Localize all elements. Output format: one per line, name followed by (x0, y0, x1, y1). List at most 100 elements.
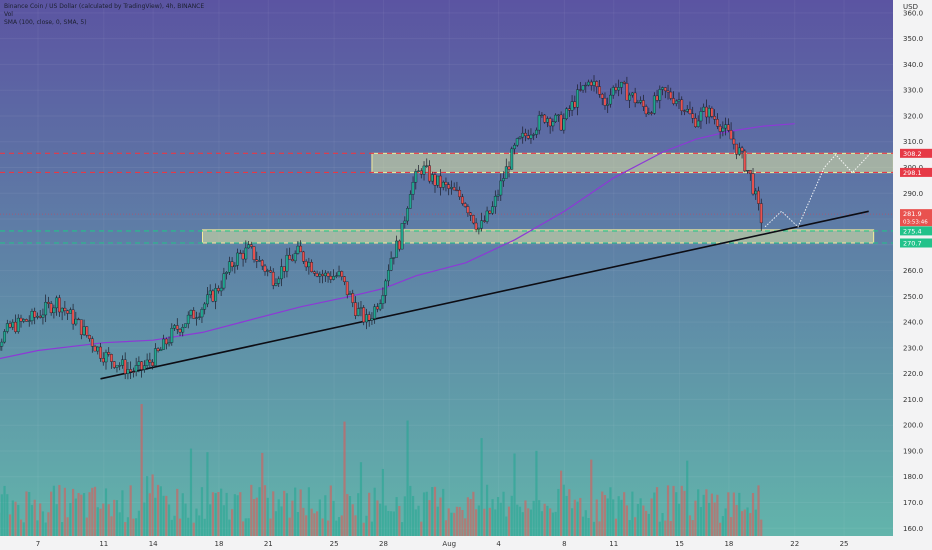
candle-body (587, 81, 590, 86)
candle (241, 250, 245, 267)
candle (197, 312, 201, 321)
price-tag[interactable]: 298.1 (900, 167, 932, 177)
candle (414, 168, 418, 190)
candle-body (450, 187, 453, 189)
price-tag[interactable]: 308.2 (900, 148, 932, 158)
time-tick-label: 11 (609, 540, 618, 548)
price-tag[interactable]: 281.9 03:53:46 (900, 209, 932, 227)
price-tag[interactable]: 270.7 (900, 238, 932, 248)
candle-body (74, 318, 78, 325)
candle (208, 284, 212, 299)
candle-body (683, 110, 686, 112)
candle-body (378, 303, 382, 310)
candle (214, 283, 218, 310)
candle (170, 323, 174, 346)
candle (222, 267, 226, 291)
volume-bar (44, 522, 47, 536)
candle (52, 304, 56, 319)
candle-body (151, 361, 155, 366)
symbol-title[interactable]: Binance Coin / US Dollar (calculated by … (4, 3, 205, 10)
volume-bar (392, 511, 395, 536)
candle (25, 318, 28, 322)
candle-body (345, 281, 349, 295)
candle (359, 300, 363, 317)
candle (641, 94, 645, 112)
volume-bar (187, 517, 190, 536)
candle-body (197, 316, 201, 318)
volume-bar (30, 504, 34, 536)
volume-bar (165, 495, 168, 536)
volume-bar (263, 485, 267, 536)
candle (115, 365, 119, 373)
candle (625, 76, 629, 101)
candle (74, 311, 78, 326)
candle-body (743, 150, 747, 172)
candle (227, 256, 231, 275)
volume-legend[interactable]: Vol (4, 11, 13, 18)
candle (184, 323, 187, 328)
candle-body (230, 261, 234, 267)
candle-body (33, 311, 37, 318)
candle-body (630, 92, 634, 96)
candle (620, 81, 623, 95)
candle-body (600, 94, 604, 99)
price-tick-label: 230.0 (903, 344, 923, 352)
candle-body (99, 346, 102, 359)
time-axis-panel[interactable] (0, 536, 893, 550)
volume-bar (532, 500, 535, 536)
supply-demand-zone[interactable] (202, 229, 875, 244)
candle-body (515, 138, 519, 146)
candle-body (507, 166, 511, 170)
candle-body (672, 98, 675, 104)
price-tag-label: 298.1 (903, 169, 922, 177)
candle-body (301, 251, 305, 262)
candle (480, 212, 484, 232)
candle-body (318, 273, 322, 277)
volume-bar (727, 492, 730, 536)
volume-bar (277, 499, 280, 536)
candle (729, 122, 733, 140)
candle-body (57, 297, 61, 313)
candle (137, 356, 141, 373)
volume-bar (584, 510, 587, 536)
supply-demand-zone[interactable] (371, 152, 894, 174)
candle-body (296, 245, 300, 254)
volume-bar (631, 491, 634, 536)
candle (337, 265, 341, 278)
volume-bar (326, 520, 330, 536)
volume-bar (601, 491, 604, 536)
candle (49, 300, 53, 316)
volume-bar (167, 504, 171, 536)
candle-body (129, 369, 133, 372)
candle (27, 315, 31, 327)
candle-body (370, 318, 374, 321)
candle-body (496, 194, 500, 197)
ascending-trendline[interactable] (100, 210, 869, 380)
candle-body (702, 106, 706, 112)
moving-average-line[interactable] (0, 123, 795, 364)
candle-body (104, 352, 108, 363)
volume-bar (209, 504, 212, 536)
candle (178, 327, 182, 337)
candle (79, 319, 83, 340)
candle-body (576, 89, 579, 108)
volume-bar (387, 510, 390, 536)
volume-bar (247, 518, 250, 536)
volume-bar (464, 518, 467, 536)
candle (455, 181, 459, 192)
moving-average-legend[interactable]: SMA (100, close, 0, SMA, 5) (4, 19, 87, 26)
candle-body (132, 371, 135, 373)
price-axis-panel[interactable] (893, 0, 932, 550)
candle-body (291, 259, 294, 262)
candle (181, 323, 185, 337)
candle (153, 343, 157, 367)
candle (159, 346, 163, 352)
candle-body (321, 273, 324, 277)
time-tick-label: 21 (264, 540, 273, 548)
candle (71, 303, 75, 330)
price-tick-label: 220.0 (903, 370, 923, 378)
volume-bar (354, 515, 357, 536)
candle-body (384, 280, 388, 296)
price-tag[interactable]: 275.4 (900, 226, 932, 236)
